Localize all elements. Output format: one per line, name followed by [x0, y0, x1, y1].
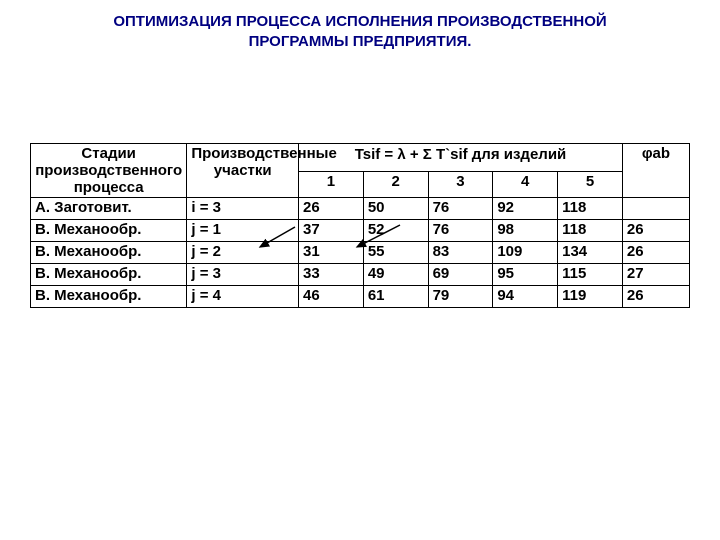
cell-v2: 55 — [363, 242, 428, 264]
cell-v1: 33 — [299, 264, 364, 286]
cell-area: j = 1 — [187, 220, 299, 242]
cell-v1: 46 — [299, 286, 364, 308]
cell-v3: 83 — [428, 242, 493, 264]
cell-stage: В. Механообр. — [31, 242, 187, 264]
table-row: В. Механообр. j = 4 46 61 79 94 119 26 — [31, 286, 690, 308]
cell-v3: 76 — [428, 220, 493, 242]
cell-phi — [622, 198, 689, 220]
cell-v4: 109 — [493, 242, 558, 264]
table-row: В. Механообр. j = 1 37 52 76 98 118 26 — [31, 220, 690, 242]
cell-v2: 50 — [363, 198, 428, 220]
cell-v2: 49 — [363, 264, 428, 286]
cell-v1: 26 — [299, 198, 364, 220]
cell-v3: 79 — [428, 286, 493, 308]
table-wrap: Стадии производственного процесса Произв… — [30, 143, 690, 309]
cell-v3: 76 — [428, 198, 493, 220]
cell-phi: 26 — [622, 220, 689, 242]
cell-phi: 27 — [622, 264, 689, 286]
cell-stage: В. Механообр. — [31, 286, 187, 308]
table-row: В. Механообр. j = 2 31 55 83 109 134 26 — [31, 242, 690, 264]
cell-stage: А. Заготовит. — [31, 198, 187, 220]
header-col-4: 4 — [493, 172, 558, 198]
cell-area: j = 2 — [187, 242, 299, 264]
cell-phi: 26 — [622, 242, 689, 264]
cell-stage: В. Механообр. — [31, 264, 187, 286]
header-formula: Tsif = λ + Σ T`sif для изделий — [299, 143, 623, 172]
data-table: Стадии производственного процесса Произв… — [30, 143, 690, 309]
cell-area: j = 4 — [187, 286, 299, 308]
table-body: А. Заготовит. i = 3 26 50 76 92 118 В. М… — [31, 198, 690, 308]
header-phi: φab — [622, 143, 689, 198]
cell-area: i = 3 — [187, 198, 299, 220]
page: ОПТИМИЗАЦИЯ ПРОЦЕССА ИСПОЛНЕНИЯ ПРОИЗВОД… — [0, 0, 720, 540]
cell-v1: 37 — [299, 220, 364, 242]
cell-phi: 26 — [622, 286, 689, 308]
table-row: В. Механообр. j = 3 33 49 69 95 115 27 — [31, 264, 690, 286]
cell-v4: 94 — [493, 286, 558, 308]
cell-v4: 98 — [493, 220, 558, 242]
cell-area: j = 3 — [187, 264, 299, 286]
header-col-1: 1 — [299, 172, 364, 198]
title-line-2: ПРОГРАММЫ ПРЕДПРИЯТИЯ. — [249, 33, 472, 50]
table-head: Стадии производственного процесса Произв… — [31, 143, 690, 198]
header-col-3: 3 — [428, 172, 493, 198]
cell-v4: 92 — [493, 198, 558, 220]
table-row: А. Заготовит. i = 3 26 50 76 92 118 — [31, 198, 690, 220]
cell-v5: 118 — [558, 220, 623, 242]
cell-v5: 115 — [558, 264, 623, 286]
cell-stage: В. Механообр. — [31, 220, 187, 242]
cell-v2: 61 — [363, 286, 428, 308]
page-title: ОПТИМИЗАЦИЯ ПРОЦЕССА ИСПОЛНЕНИЯ ПРОИЗВОД… — [70, 12, 650, 53]
cell-v4: 95 — [493, 264, 558, 286]
header-area: Производственные участки — [187, 143, 299, 198]
header-col-5: 5 — [558, 172, 623, 198]
header-col-2: 2 — [363, 172, 428, 198]
cell-v3: 69 — [428, 264, 493, 286]
header-stage: Стадии производственного процесса — [31, 143, 187, 198]
cell-v2: 52 — [363, 220, 428, 242]
cell-v1: 31 — [299, 242, 364, 264]
cell-v5: 134 — [558, 242, 623, 264]
cell-v5: 118 — [558, 198, 623, 220]
cell-v5: 119 — [558, 286, 623, 308]
title-line-1: ОПТИМИЗАЦИЯ ПРОЦЕССА ИСПОЛНЕНИЯ ПРОИЗВОД… — [113, 13, 606, 30]
